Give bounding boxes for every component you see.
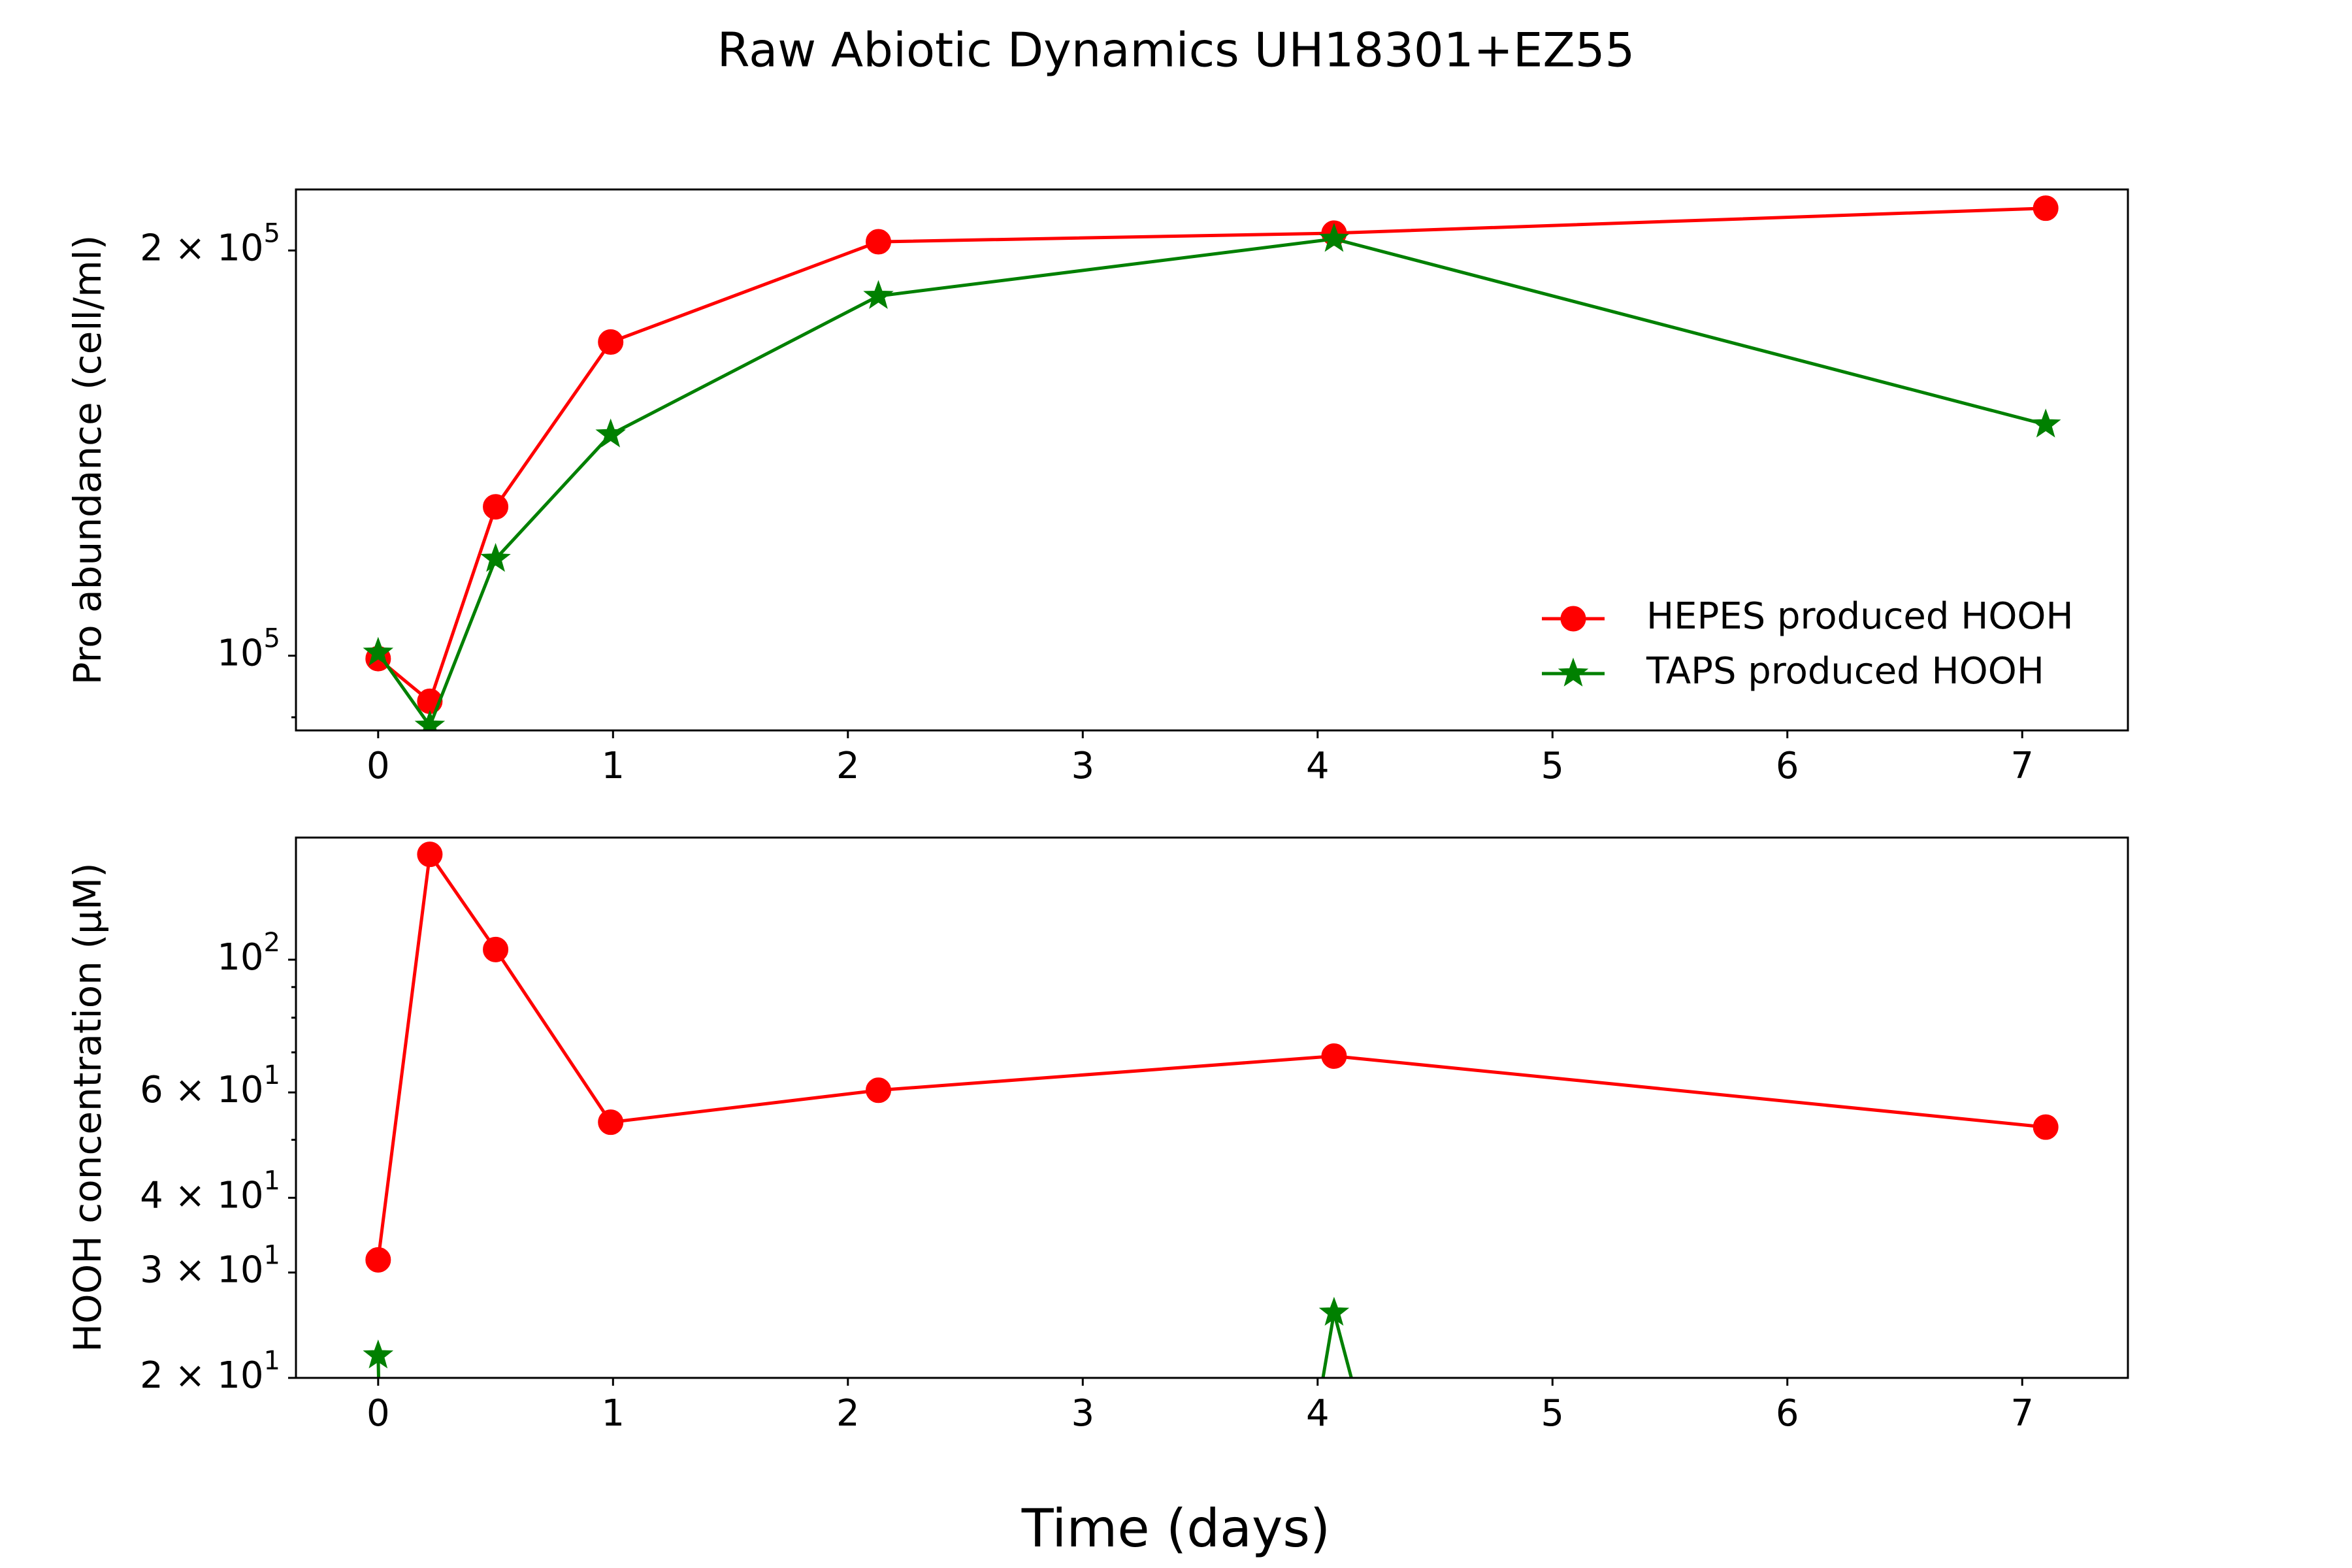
- hooh-taps-point: [1318, 1296, 1350, 1326]
- abundance-y-tick-label: 2 × 105: [140, 218, 280, 269]
- hooh-hepes-point: [417, 841, 443, 868]
- hooh-hepes-point: [483, 936, 509, 962]
- abundance-hepes-point: [483, 494, 509, 520]
- hooh-y-tick-label: 2 × 101: [140, 1346, 280, 1397]
- hooh-y-axis-label: HOOH concentration (μM): [65, 862, 110, 1352]
- hooh-x-tick-label: 5: [1541, 1392, 1564, 1435]
- abundance-taps-point: [595, 418, 626, 448]
- abundance-panel: 0 1 2 3 4 5 6 7 105 2 × 105 Pro abundance (cell/…: [65, 188, 2129, 787]
- hooh-taps-point: [363, 1339, 394, 1369]
- hooh-hepes-point: [2033, 1114, 2059, 1140]
- hooh-series-layer: [363, 841, 2059, 1378]
- abundance-series-layer: [363, 195, 2061, 730]
- abundance-taps-point: [2030, 408, 2061, 438]
- abundance-x-tick-label: 2: [836, 745, 860, 787]
- legend: HEPES produced HOOH TAPS produced HOOH: [1542, 595, 2074, 693]
- abundance-hepes-point: [2033, 195, 2059, 221]
- abundance-y-axis-label: Pro abundance (cell/ml): [65, 235, 110, 685]
- abundance-x-tick-label: 4: [1306, 745, 1330, 787]
- abundance-y-ticks: 105 2 × 105: [140, 218, 296, 719]
- abundance-x-ticks: 0 1 2 3 4 5 6 7: [367, 730, 2034, 787]
- hooh-x-tick-label: 4: [1306, 1392, 1330, 1435]
- abundance-taps-point: [363, 636, 394, 666]
- hooh-hepes-point: [365, 1247, 391, 1273]
- abundance-taps-point: [414, 710, 446, 730]
- hooh-hepes-point: [598, 1109, 624, 1135]
- abundance-taps-point: [480, 543, 511, 572]
- hooh-x-tick-label: 7: [2010, 1392, 2034, 1435]
- abundance-y-tick-label: 105: [217, 624, 280, 675]
- abundance-x-tick-label: 3: [1071, 745, 1094, 787]
- abundance-taps-point: [863, 280, 894, 309]
- abundance-x-tick-label: 0: [367, 745, 390, 787]
- hooh-hepes-point: [866, 1077, 892, 1103]
- hooh-x-tick-label: 0: [367, 1392, 390, 1435]
- abundance-hepes-point: [598, 329, 624, 355]
- hooh-x-tick-label: 3: [1071, 1392, 1094, 1435]
- legend-hepes-marker: [1560, 606, 1586, 632]
- hooh-y-tick-label: 3 × 101: [140, 1241, 280, 1292]
- hooh-x-ticks: 0 1 2 3 4 5 6 7: [367, 1378, 2034, 1435]
- hooh-x-tick-label: 2: [836, 1392, 860, 1435]
- hooh-hepes-point: [1321, 1043, 1347, 1069]
- hooh-x-tick-label: 1: [601, 1392, 625, 1435]
- hooh-panel: 0 1 2 3 4 5 6 7 2 × 101 3 × 101 4 × 101 6 × 101 102…: [65, 836, 2129, 1435]
- hooh-y-tick-label: 4 × 101: [140, 1166, 280, 1217]
- hooh-y-tick-label: 6 × 101: [140, 1060, 280, 1111]
- abundance-x-tick-label: 6: [1776, 745, 1799, 787]
- abundance-taps-point: [1318, 223, 1350, 252]
- abundance-x-tick-label: 7: [2010, 745, 2034, 787]
- hooh-y-tick-label: 102: [217, 928, 280, 979]
- x-axis-label: Time (days): [1021, 1498, 1330, 1559]
- legend-taps-marker: [1558, 657, 1589, 687]
- abundance-x-tick-label: 5: [1541, 745, 1564, 787]
- abundance-x-tick-label: 1: [601, 745, 625, 787]
- legend-hepes-label: HEPES produced HOOH: [1646, 595, 2074, 638]
- abundance-hepes-point: [866, 229, 892, 255]
- chart-title: Raw Abiotic Dynamics UH18301+EZ55: [717, 23, 1635, 78]
- legend-taps-label: TAPS produced HOOH: [1646, 650, 2044, 693]
- hooh-x-tick-label: 6: [1776, 1392, 1799, 1435]
- hooh-y-ticks: 2 × 101 3 × 101 4 × 101 6 × 101 102: [140, 928, 296, 1397]
- abundance-axes-frame: [295, 188, 2129, 732]
- hooh-axes-frame: [295, 836, 2129, 1379]
